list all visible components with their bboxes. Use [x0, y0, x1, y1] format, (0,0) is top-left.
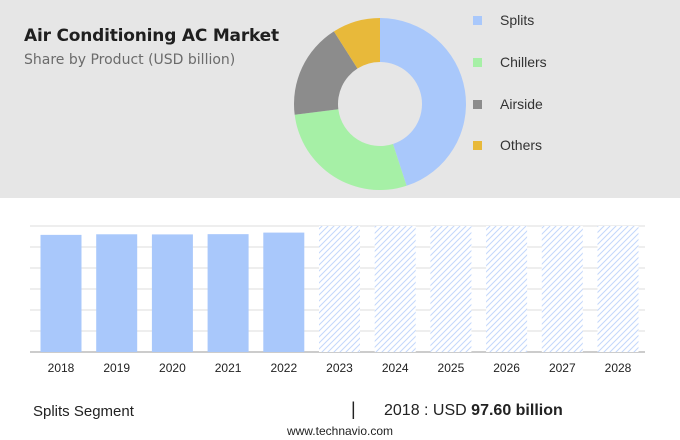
x-tick-label: 2022 [270, 361, 297, 375]
legend-swatch [473, 58, 482, 67]
legend-item-others: Others [473, 136, 593, 154]
forecast-bar-2025 [430, 226, 472, 352]
forecast-bar-2023 [319, 226, 360, 352]
forecast-bar-2027 [541, 226, 583, 352]
forecast-bar-2024 [374, 226, 416, 352]
footer-divider: | [351, 399, 356, 419]
donut-slice-airside [294, 31, 358, 115]
legend-item-airside: Airside [473, 95, 593, 113]
legend-label: Airside [500, 96, 543, 112]
segment-value-amount: 97.60 billion [471, 402, 563, 419]
x-tick-label: 2024 [382, 361, 409, 375]
legend-item-chillers: Chillers [473, 53, 593, 71]
x-tick-label: 2027 [549, 361, 576, 375]
legend-item-splits: Splits [473, 11, 593, 29]
donut-chart [294, 18, 466, 190]
x-tick-label: 2028 [605, 361, 632, 375]
chart-subtitle: Share by Product (USD billion) [24, 52, 236, 68]
segment-label: Splits Segment [33, 403, 134, 420]
bar-2018 [40, 234, 82, 352]
bar-2019 [96, 234, 138, 352]
segment-value: 2018 : USD 97.60 billion [384, 402, 563, 420]
bar-2021 [207, 234, 249, 352]
legend-swatch [473, 141, 482, 150]
bar-2020 [151, 234, 193, 352]
bar-chart: 2018 2019 2020 2021 2022 2023 2024 2025 2026 2027… [30, 225, 645, 375]
x-tick-label: 2021 [215, 361, 242, 375]
legend-swatch [473, 100, 482, 109]
chart-title: Air Conditioning AC Market [24, 26, 279, 46]
forecast-bar-2026 [486, 226, 528, 352]
legend-label: Others [500, 137, 543, 153]
legend-swatch [473, 16, 482, 25]
x-tick-label: 2018 [48, 361, 75, 375]
legend-label: Splits [500, 12, 535, 28]
x-tick-label: 2023 [326, 361, 353, 375]
segment-value-prefix: 2018 : USD [384, 402, 467, 419]
x-tick-label: 2025 [438, 361, 465, 375]
bar-2022 [263, 232, 305, 352]
donut-slice-splits [380, 18, 466, 186]
x-tick-label: 2026 [493, 361, 520, 375]
x-tick-label: 2020 [159, 361, 186, 375]
forecast-bar-2028 [597, 226, 639, 352]
donut-slice-chillers [294, 109, 407, 190]
donut-slice-others [333, 18, 380, 69]
legend-label: Chillers [500, 54, 547, 70]
x-tick-label: 2019 [103, 361, 130, 375]
source-site[interactable]: www.technavio.com [286, 424, 394, 438]
